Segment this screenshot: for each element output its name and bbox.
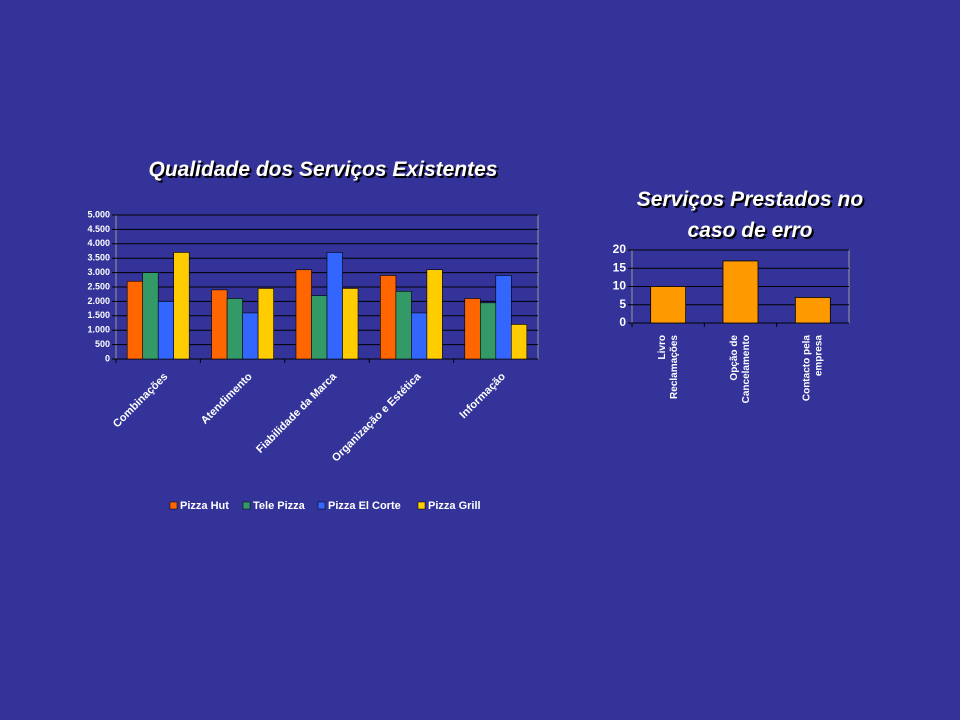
legend-label: Pizza Grill [428, 500, 481, 512]
x-tick-label: Informação [458, 370, 509, 421]
y-tick-label: 5 [619, 297, 626, 311]
bar [311, 295, 328, 360]
bar [510, 324, 528, 360]
bar [342, 288, 359, 360]
y-tick-label: 2.000 [87, 296, 110, 306]
x-tick-label: Combinações [111, 371, 170, 430]
y-tick-label: 2.500 [87, 281, 110, 291]
bar [411, 312, 428, 360]
bar [794, 297, 831, 324]
y-tick-label: 4.000 [87, 238, 110, 248]
y-tick-label: 15 [613, 260, 627, 274]
y-tick-label: 4.500 [87, 224, 110, 234]
y-tick-label: 0 [105, 353, 110, 363]
y-tick-label: 1.500 [87, 310, 110, 320]
bar [650, 286, 687, 324]
y-tick-label: 500 [95, 339, 110, 349]
bar [242, 312, 259, 360]
y-tick-label: 5.000 [87, 209, 110, 219]
bar [257, 288, 274, 360]
y-tick-label: 10 [613, 279, 627, 293]
legend-swatch [169, 501, 178, 510]
bar [426, 269, 443, 360]
bar [380, 275, 397, 360]
x-tick-label: Fiabilidade da Marca [254, 370, 340, 456]
y-tick-label: 20 [613, 242, 627, 256]
y-tick-label: 3.500 [87, 253, 110, 263]
bar [395, 291, 412, 360]
x-tick-label: Organização e Estética [330, 370, 424, 464]
y-tick-label: 0 [619, 315, 626, 329]
x-tick-label: Opção de [729, 335, 740, 381]
bar [464, 298, 481, 360]
bar [295, 269, 312, 360]
legend-label: Pizza Hut [180, 500, 229, 512]
bar [211, 289, 228, 360]
x-tick-label: Contacto pela [801, 335, 812, 402]
legend-swatch [242, 501, 251, 510]
y-tick-label: 1.000 [87, 325, 110, 335]
bar [326, 252, 343, 360]
bar [479, 302, 497, 360]
x-tick-label: Livro [657, 335, 668, 359]
x-tick-label: Reclamações [669, 335, 680, 399]
bar [722, 260, 759, 324]
chart-title: Qualidade dos Serviços Existentes [148, 158, 498, 181]
chart-title: Serviços Prestados no caso de erro [636, 188, 864, 242]
legend-swatch [417, 501, 426, 510]
x-tick-label: empresa [813, 335, 824, 377]
bar [142, 272, 159, 360]
legend-label: Pizza El Corte [328, 500, 401, 512]
bar [173, 252, 190, 360]
bar [126, 280, 143, 360]
legend-label: Tele Pizza [253, 500, 306, 512]
bar [226, 298, 243, 360]
y-tick-label: 3.000 [87, 267, 110, 277]
x-tick-label: Cancelamento [741, 335, 752, 403]
x-tick-label: Atendimento [199, 371, 255, 427]
bar [157, 301, 174, 360]
bar [495, 275, 512, 360]
legend-swatch [317, 501, 326, 510]
